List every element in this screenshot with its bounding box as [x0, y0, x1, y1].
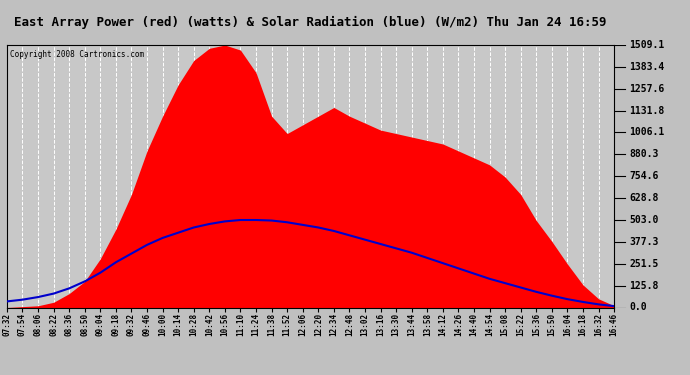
Text: 754.6: 754.6: [629, 171, 659, 181]
Text: 1383.4: 1383.4: [629, 62, 664, 72]
Text: 0.0: 0.0: [629, 303, 647, 312]
Text: 1509.1: 1509.1: [629, 40, 664, 50]
Text: 251.5: 251.5: [629, 259, 659, 269]
Text: 628.8: 628.8: [629, 193, 659, 203]
Text: Copyright 2008 Cartronics.com: Copyright 2008 Cartronics.com: [10, 50, 144, 59]
Text: 1257.6: 1257.6: [629, 84, 664, 94]
Text: 377.3: 377.3: [629, 237, 659, 247]
Text: 880.3: 880.3: [629, 149, 659, 159]
Text: East Array Power (red) (watts) & Solar Radiation (blue) (W/m2) Thu Jan 24 16:59: East Array Power (red) (watts) & Solar R…: [14, 16, 607, 29]
Text: 1131.8: 1131.8: [629, 106, 664, 116]
Text: 1006.1: 1006.1: [629, 128, 664, 138]
Text: 503.0: 503.0: [629, 215, 659, 225]
Text: 125.8: 125.8: [629, 280, 659, 291]
